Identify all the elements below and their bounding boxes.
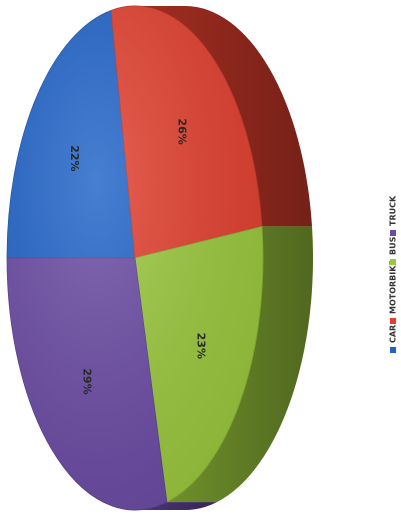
slice-label-bus: 23% (195, 333, 208, 359)
legend-swatch-car (390, 347, 396, 353)
face-sheen (7, 6, 263, 510)
rim-shade (135, 502, 217, 510)
legend-swatch-bus (390, 259, 396, 265)
rim-shade (166, 226, 313, 503)
slice-label-truck: 29% (80, 368, 93, 394)
legend-swatch-motorbike (390, 318, 396, 324)
rim-shade (135, 6, 312, 227)
legend-label-truck: TRUCK (389, 195, 398, 226)
legend-label-motorbike: MOTORBIKE (389, 260, 398, 314)
legend: CAR MOTORBIKE BUS TRUCK (389, 195, 398, 353)
legend-swatch-truck (390, 230, 396, 236)
slice-label-motorbike: 26% (176, 118, 189, 144)
legend-label-bus: BUS (389, 236, 398, 255)
slice-labels: 22% 26% 23% 29% (68, 118, 208, 394)
slice-label-car: 22% (68, 145, 81, 171)
pie-slices (6, 5, 264, 511)
pie-rim (135, 6, 313, 510)
legend-label-car: CAR (389, 325, 398, 343)
